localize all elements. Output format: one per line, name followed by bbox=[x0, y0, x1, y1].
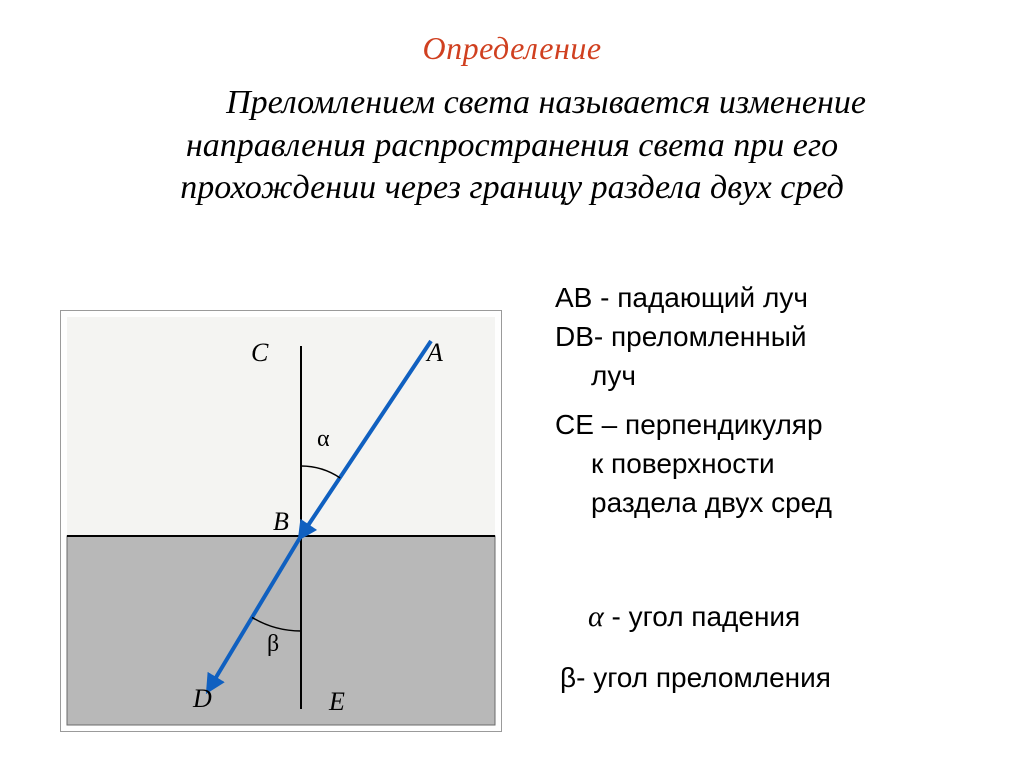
page-title: Определение bbox=[0, 0, 1024, 67]
definition-line-1: Преломлением света называется изменение bbox=[226, 84, 866, 121]
legend-ab: АВ - падающий луч bbox=[555, 280, 985, 315]
svg-text:B: B bbox=[273, 507, 289, 536]
svg-text:D: D bbox=[192, 684, 212, 713]
angles-legend: α - угол падения β- угол преломления bbox=[560, 600, 831, 694]
legend-ce-3: раздела двух сред bbox=[555, 485, 985, 520]
legend: АВ - падающий луч DВ- преломленный луч С… bbox=[555, 280, 985, 524]
svg-text:α: α bbox=[317, 426, 330, 452]
legend-db-2: луч bbox=[555, 358, 985, 393]
alpha-symbol: α bbox=[588, 600, 604, 633]
legend-ce-1: СЕ – перпендикуляр bbox=[555, 407, 985, 442]
legend-ce-2: к поверхности bbox=[555, 446, 985, 481]
svg-text:A: A bbox=[425, 338, 443, 367]
refraction-diagram: α β A C B D E bbox=[60, 310, 502, 732]
alpha-angle-text: α - угол падения bbox=[560, 600, 831, 634]
definition-line-2: направления распространения света при ег… bbox=[186, 127, 838, 164]
beta-angle-text: β- угол преломления bbox=[560, 662, 831, 694]
svg-text:β: β bbox=[267, 631, 279, 657]
definition-line-3: прохождении через границу раздела двух с… bbox=[180, 169, 844, 206]
svg-text:C: C bbox=[251, 338, 269, 367]
legend-db-1: DВ- преломленный bbox=[555, 319, 985, 354]
svg-text:E: E bbox=[328, 687, 345, 716]
definition-text: Преломлением света называется изменение … bbox=[0, 67, 1024, 210]
alpha-rest: - угол падения bbox=[612, 601, 801, 632]
